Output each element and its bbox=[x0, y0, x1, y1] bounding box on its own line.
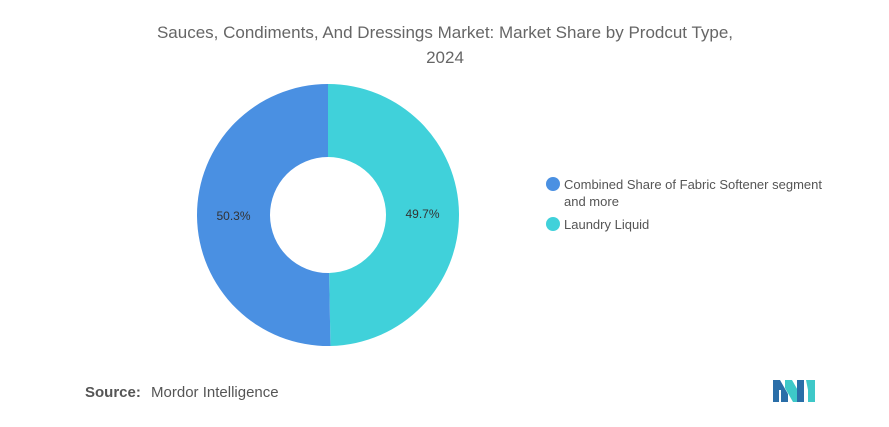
source-label: Source: bbox=[85, 384, 141, 401]
legend-item: Combined Share of Fabric Softener segmen… bbox=[546, 176, 846, 210]
donut-slice-combined-share bbox=[196, 84, 331, 346]
source-value: Mordor Intelligence bbox=[151, 384, 279, 401]
donut-slice-combined-share-label: 50.3% bbox=[216, 209, 250, 223]
chart-title-line-2: 2024 bbox=[426, 48, 464, 67]
chart-title-line-1: Sauces, Condiments, And Dressings Market… bbox=[156, 23, 734, 42]
legend-swatch bbox=[546, 177, 560, 191]
legend-item: Laundry Liquid bbox=[546, 216, 846, 233]
source-note: Source: Mordor Intelligence bbox=[85, 384, 279, 401]
mordor-intelligence-logo-icon bbox=[773, 380, 815, 402]
chart-title: Sauces, Condiments, And Dressings Market… bbox=[130, 20, 760, 70]
chart-legend: Combined Share of Fabric Softener segmen… bbox=[546, 176, 846, 239]
donut-slice-laundry-liquid bbox=[328, 84, 459, 346]
legend-label: Combined Share of Fabric Softener segmen… bbox=[564, 177, 822, 209]
legend-label: Laundry Liquid bbox=[564, 217, 650, 232]
donut-slice-laundry-liquid-label: 49.7% bbox=[405, 207, 439, 221]
legend-swatch bbox=[546, 217, 560, 231]
